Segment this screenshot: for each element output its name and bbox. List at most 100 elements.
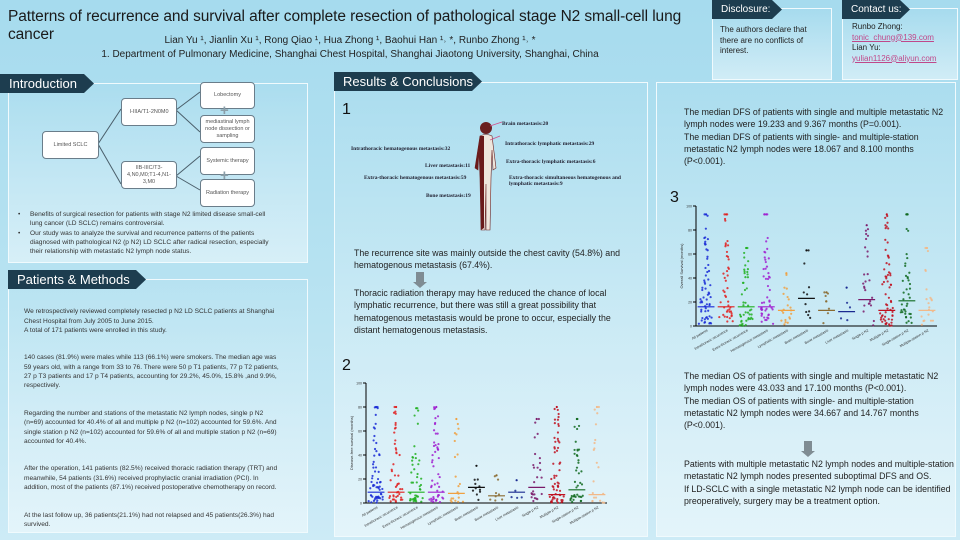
data-point: [433, 407, 436, 411]
dfs-text: The median DFS of patients with single a…: [684, 107, 944, 167]
data-point: [718, 315, 721, 319]
data-point: [906, 275, 909, 279]
data-point: [743, 256, 746, 259]
data-point: [744, 311, 747, 314]
data-point: [726, 320, 729, 323]
data-point: [576, 449, 579, 452]
data-point: [748, 313, 751, 316]
data-point: [826, 312, 830, 315]
data-point: [764, 258, 767, 261]
node-radiation-therapy: Radiation therapy: [200, 179, 255, 207]
data-point: [884, 224, 887, 227]
data-point: [553, 476, 556, 479]
data-point: [768, 304, 772, 307]
data-point: [536, 432, 539, 436]
data-point: [552, 496, 555, 499]
data-point: [785, 273, 788, 276]
data-point: [514, 489, 517, 492]
data-point: [701, 316, 704, 320]
data-point: [866, 228, 870, 231]
data-point: [577, 461, 580, 464]
data-point: [786, 321, 789, 324]
data-point: [434, 450, 437, 454]
data-point: [884, 216, 887, 219]
data-point: [719, 301, 722, 304]
data-point: [510, 496, 513, 499]
data-point: [461, 500, 465, 503]
data-point: [379, 480, 382, 484]
data-point: [555, 474, 558, 477]
final-conclusion-text: Patients with multiple metastatic N2 lym…: [684, 459, 954, 506]
data-point: [555, 449, 559, 452]
data-point-max: [515, 479, 518, 482]
methods-paragraph: 140 cases (81.9%) were males while 113 (…: [24, 354, 279, 390]
data-point: [556, 437, 559, 441]
data-point: [380, 493, 383, 496]
data-point: [784, 321, 787, 324]
data-point: [789, 306, 792, 309]
data-point: [436, 432, 439, 435]
data-point: [558, 441, 561, 444]
data-point: [930, 298, 933, 301]
introduction-bullets: Benefits of surgical resection for patie…: [16, 210, 274, 256]
data-point: [730, 314, 733, 317]
data-point: [561, 499, 564, 502]
data-point: [555, 499, 559, 502]
data-point: [905, 253, 908, 256]
label-intrathoracic-lymphatic: Intrathoracic lymphatic metastasis:29: [505, 141, 595, 147]
data-point: [890, 324, 893, 327]
email-link-1[interactable]: tonic_chung@139.com: [852, 32, 934, 42]
data-point: [370, 501, 373, 504]
y-tick-label: 100: [356, 382, 362, 386]
data-point: [704, 307, 707, 310]
data-point: [766, 284, 770, 288]
data-point: [884, 238, 887, 241]
data-point: [390, 468, 393, 471]
data-point: [580, 470, 583, 473]
data-point: [884, 293, 887, 296]
data-point: [904, 312, 907, 315]
data-point-max: [865, 224, 868, 227]
data-point: [416, 495, 420, 498]
data-point: [373, 470, 377, 473]
data-point: [411, 463, 414, 466]
data-point: [724, 245, 727, 248]
data-point: [576, 484, 579, 487]
data-point: [908, 287, 912, 290]
data-point: [375, 441, 378, 445]
data-point: [530, 496, 533, 499]
data-point: [388, 494, 392, 498]
data-point: [556, 446, 560, 450]
data-point: [923, 319, 926, 322]
y-tick-label: 40: [688, 277, 692, 281]
data-point: [925, 298, 928, 301]
data-point: [548, 495, 551, 498]
x-tick-label: Single p N2: [521, 505, 539, 518]
data-point: [705, 316, 708, 319]
data-point: [579, 481, 582, 484]
data-point: [726, 315, 729, 319]
data-point: [706, 255, 709, 258]
data-point: [573, 452, 576, 455]
data-point: [501, 498, 504, 501]
data-point: [807, 286, 811, 289]
data-point: [891, 310, 894, 314]
data-point: [577, 472, 580, 475]
data-point: [551, 498, 554, 501]
data-point: [738, 324, 741, 327]
data-point: [749, 317, 752, 321]
data-point: [862, 282, 865, 285]
data-point: [726, 287, 729, 290]
data-point: [888, 286, 891, 289]
data-point: [804, 303, 807, 306]
methods-heading: Patients & Methods: [8, 270, 146, 289]
data-point: [888, 263, 891, 266]
email-link-2[interactable]: yulian1126@aliyun.com: [852, 53, 937, 63]
contact-panel: [842, 8, 958, 80]
data-point: [764, 309, 767, 312]
data-point: [536, 466, 539, 469]
data-point: [396, 494, 399, 497]
data-point: [494, 499, 497, 502]
data-point: [378, 488, 381, 491]
data-point: [786, 295, 789, 299]
